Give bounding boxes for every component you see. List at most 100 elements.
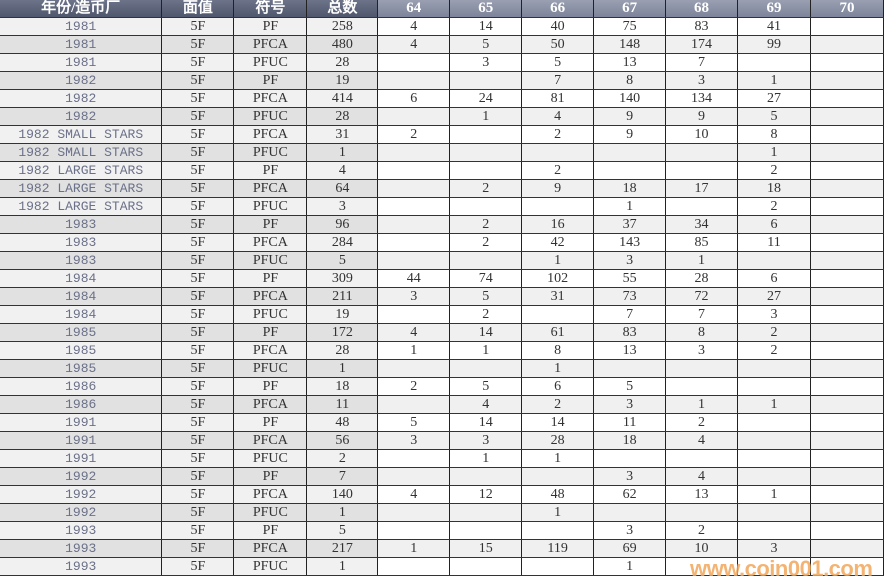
cell-year-mint: 1982 LARGE STARS [0,179,163,198]
cell-grade-type: PFCA [233,539,308,558]
cell-grade-67: 148 [593,35,667,54]
cell-total: 211 [306,287,379,306]
column-header-grade-65[interactable]: 65 [449,0,523,18]
cell-total: 19 [306,71,379,90]
cell-grade-66: 102 [521,269,595,288]
table-row: 1981 5F PFCA 480 4 5 50 148 174 99 [0,35,884,54]
cell-denomination: 5F [161,71,235,90]
cell-grade-64 [377,179,451,198]
cell-total: 1 [306,503,379,522]
cell-grade-69 [737,359,811,378]
cell-grade-64 [377,305,451,324]
cell-denomination: 5F [161,197,235,216]
cell-grade-type: PFUC [233,449,308,468]
cell-year-mint: 1982 SMALL STARS [0,125,163,144]
cell-grade-70 [810,485,884,504]
cell-grade-66: 1 [521,251,595,270]
cell-grade-69: 1 [737,395,811,414]
cell-grade-65 [449,251,523,270]
cell-grade-70 [810,125,884,144]
cell-grade-65: 14 [449,17,523,36]
cell-grade-66: 1 [521,449,595,468]
cell-grade-65: 12 [449,485,523,504]
column-header-grade-68[interactable]: 68 [665,0,738,18]
cell-year-mint: 1983 [0,215,163,234]
cell-grade-69: 2 [737,341,811,360]
column-header-grade-64[interactable]: 64 [377,0,451,18]
cell-grade-66: 119 [521,539,595,558]
column-header-total[interactable]: 总数 [306,0,379,18]
cell-grade-67: 37 [593,215,667,234]
table-row: 1982 LARGE STARS 5F PFUC 3 1 2 [0,197,884,216]
cell-grade-66: 6 [521,377,595,396]
cell-year-mint: 1993 [0,521,163,540]
cell-denomination: 5F [161,233,235,252]
cell-grade-70 [810,431,884,450]
cell-total: 258 [306,17,379,36]
column-header-year-mint[interactable]: 年份/造币厂 [0,0,163,18]
cell-grade-69 [737,251,811,270]
cell-grade-66: 5 [521,53,595,72]
cell-grade-69 [737,467,811,486]
cell-year-mint: 1984 [0,287,163,306]
cell-grade-68: 2 [665,413,738,432]
cell-total: 480 [306,35,379,54]
cell-grade-66: 7 [521,71,595,90]
cell-grade-type: PF [233,17,308,36]
cell-grade-66: 16 [521,215,595,234]
cell-grade-65: 14 [449,413,523,432]
cell-grade-68: 9 [665,107,738,126]
cell-grade-70 [810,305,884,324]
cell-grade-type: PF [233,215,308,234]
cell-total: 28 [306,341,379,360]
cell-grade-65: 5 [449,377,523,396]
cell-total: 172 [306,323,379,342]
table-row: 1984 5F PFUC 19 2 7 7 3 [0,305,884,324]
column-header-grade-type[interactable]: 符号 [233,0,308,18]
table-row: 1991 5F PFUC 2 1 1 [0,449,884,468]
column-header-grade-69[interactable]: 69 [737,0,811,18]
cell-grade-type: PF [233,467,308,486]
cell-grade-70 [810,197,884,216]
cell-grade-69 [737,503,811,522]
cell-grade-type: PFCA [233,35,308,54]
column-header-grade-66[interactable]: 66 [521,0,595,18]
cell-total: 18 [306,377,379,396]
cell-grade-70 [810,107,884,126]
cell-denomination: 5F [161,107,235,126]
cell-total: 5 [306,251,379,270]
cell-grade-type: PF [233,377,308,396]
cell-grade-type: PF [233,161,308,180]
cell-year-mint: 1992 [0,485,163,504]
cell-grade-65: 15 [449,539,523,558]
cell-grade-66: 42 [521,233,595,252]
cell-denomination: 5F [161,35,235,54]
cell-year-mint: 1982 [0,107,163,126]
cell-denomination: 5F [161,377,235,396]
cell-year-mint: 1982 [0,89,163,108]
cell-grade-68: 13 [665,485,738,504]
cell-grade-69: 3 [737,305,811,324]
cell-grade-65 [449,125,523,144]
cell-grade-67: 7 [593,305,667,324]
cell-grade-66: 28 [521,431,595,450]
column-header-grade-67[interactable]: 67 [593,0,667,18]
cell-denomination: 5F [161,287,235,306]
cell-grade-67 [593,143,667,162]
column-header-denomination[interactable]: 面值 [161,0,235,18]
table-row: 1985 5F PFUC 1 1 [0,359,884,378]
cell-total: 31 [306,125,379,144]
column-header-grade-70[interactable]: 70 [810,0,884,18]
cell-grade-68 [665,503,738,522]
cell-grade-69: 6 [737,269,811,288]
table-row: 1992 5F PF 7 3 4 [0,467,884,486]
table-row: 1984 5F PFCA 211 3 5 31 73 72 27 [0,287,884,306]
cell-grade-69: 41 [737,17,811,36]
cell-grade-67: 1 [593,557,667,576]
cell-grade-67 [593,449,667,468]
cell-total: 19 [306,305,379,324]
cell-grade-64: 1 [377,539,451,558]
table-row: 1985 5F PF 172 4 14 61 83 8 2 [0,323,884,342]
cell-grade-64 [377,467,451,486]
